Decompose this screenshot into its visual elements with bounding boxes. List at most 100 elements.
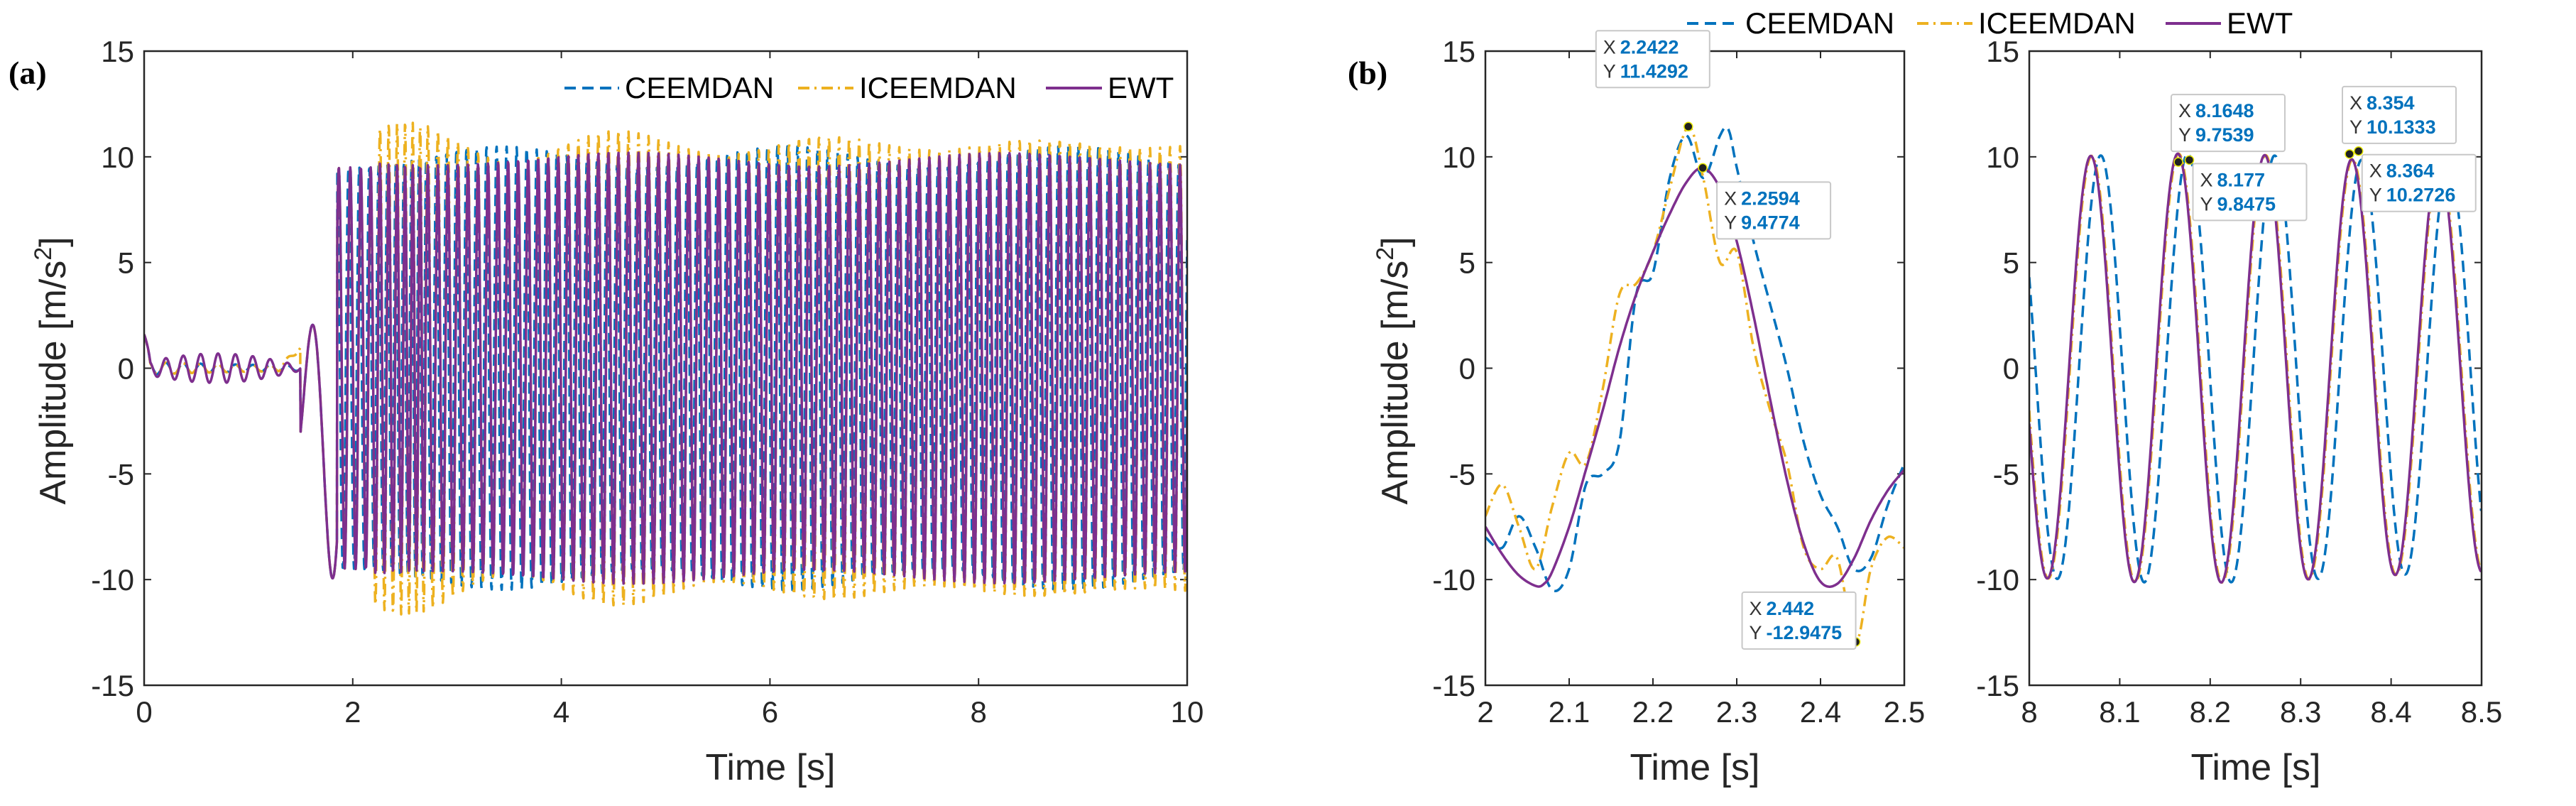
datatip-x-value-b1: 2.442 <box>1767 598 1815 619</box>
datatip-x-label-b2: X <box>2200 169 2212 190</box>
datatip-y-label-b2: Y <box>2200 193 2212 214</box>
x-tick-label-a: 2 <box>344 695 361 729</box>
x-tick-label-b2: 8 <box>2021 695 2037 729</box>
datatip-box-b2 <box>2192 163 2308 222</box>
series-ewt-b1 <box>1485 166 1904 588</box>
datatip-y-label-b2: Y <box>2349 116 2362 138</box>
y-tick-label-b2: 15 <box>1986 35 2019 68</box>
datatip-x-label-b1: X <box>1724 187 1737 209</box>
panel-label-b: (b) <box>1348 55 1387 91</box>
x-tick-label-a: 8 <box>971 695 987 729</box>
y-tick-label-b2: -15 <box>1976 669 2019 702</box>
y-tick-label-a: -10 <box>91 563 134 597</box>
lines-a <box>144 121 1187 616</box>
lines-b1 <box>1485 125 1904 643</box>
x-tick-label-b1: 2.4 <box>1800 695 1841 729</box>
datatip-x-label-b1: X <box>1603 36 1616 58</box>
datatip-marker-b1 <box>1698 163 1708 173</box>
y-tick-label-b1: 0 <box>1459 352 1475 386</box>
legend-b-iceemdan-label: ICEEMDAN <box>1978 6 2136 40</box>
y-tick-label-a: -15 <box>91 669 134 702</box>
datatip-box-b2 <box>2170 94 2286 153</box>
legend-a-ceemdan-label: CEEMDAN <box>625 71 774 104</box>
datatip-y-label-b1: Y <box>1750 622 1762 643</box>
datatip-y-label-b2: Y <box>2178 124 2191 146</box>
datatip-y-value-b2: 9.8475 <box>2217 193 2276 214</box>
x-tick-label-b1: 2.5 <box>1884 695 1925 729</box>
datatip-x-value-b1: 2.2422 <box>1620 36 1679 58</box>
series-ceemdan-b2 <box>2029 152 2482 584</box>
plot-area-b1 <box>1485 51 1904 685</box>
x-tick-label-b1: 2 <box>1477 695 1493 729</box>
x-axis-label-b2: Time [s] <box>2191 747 2321 788</box>
datatip-box-b2 <box>2361 153 2477 212</box>
y-tick-label-a: 10 <box>101 141 134 174</box>
x-tick-label-b2: 8.4 <box>2370 695 2411 729</box>
datatip-x-value-b2: 8.354 <box>2367 92 2415 114</box>
y-tick-label-a: -5 <box>108 457 134 491</box>
datatip-y-value-b1: -12.9475 <box>1767 622 1843 643</box>
y-tick-label-b2: 0 <box>2003 352 2019 386</box>
x-tick-label-a: 6 <box>762 695 778 729</box>
datatip-box-b1 <box>1595 30 1710 89</box>
panel-label-a: (a) <box>9 55 47 91</box>
y-tick-label-a: 15 <box>101 35 134 68</box>
datatip-x-value-b2: 8.364 <box>2386 160 2435 182</box>
datatip-y-label-b1: Y <box>1603 60 1616 82</box>
legend-a-ewt-label: EWT <box>1108 71 1174 104</box>
datatip-x-value-b2: 8.177 <box>2217 169 2265 190</box>
y-axis-label-b: Amplitude [m/s2] <box>1372 236 1416 504</box>
datatip-x-label-b2: X <box>2178 100 2191 121</box>
y-tick-label-a: 0 <box>118 352 134 386</box>
legend-a: CEEMDAN ICEEMDAN EWT <box>564 71 1174 104</box>
x-tick-label-a: 10 <box>1171 695 1204 729</box>
datatip-marker-b2 <box>2345 149 2354 159</box>
x-axis-label-b1: Time [s] <box>1630 747 1760 788</box>
x-tick-label-b2: 8.2 <box>2190 695 2231 729</box>
datatip-x-value-b1: 2.2594 <box>1741 187 1800 209</box>
datatip-y-label-b2: Y <box>2369 185 2382 206</box>
datatip-marker-b2 <box>2353 146 2364 156</box>
datatip-box-b2 <box>2341 85 2457 144</box>
datatip-box-b1 <box>1741 591 1857 650</box>
datatip-marker-b2 <box>2184 155 2195 165</box>
y-tick-label-b1: 5 <box>1459 246 1475 280</box>
y-tick-label-b1: 10 <box>1442 141 1475 174</box>
x-tick-label-b2: 8.3 <box>2280 695 2321 729</box>
datatip-y-value-b1: 11.4292 <box>1620 60 1688 82</box>
x-tick-label-a: 4 <box>553 695 569 729</box>
datatip-y-label-b1: Y <box>1724 212 1737 233</box>
x-tick-label-b2: 8.1 <box>2099 695 2140 729</box>
datatip-y-value-b2: 9.7539 <box>2195 124 2254 146</box>
series-iceemdan-b1 <box>1485 125 1904 643</box>
axes-frame-a <box>143 50 1189 687</box>
axes-frame-b2 <box>2028 50 2483 687</box>
x-tick-label-b2: 8.5 <box>2461 695 2502 729</box>
legend-b: CEEMDAN ICEEMDAN EWT <box>1687 6 2293 40</box>
y-tick-label-b1: -15 <box>1432 669 1475 702</box>
datatip-x-label-b2: X <box>2349 92 2362 114</box>
series-ewt-a <box>144 151 1187 585</box>
datatip-y-value-b1: 9.4774 <box>1741 212 1800 233</box>
datatip-marker-b2 <box>2173 157 2183 167</box>
x-tick-label-b1: 2.3 <box>1716 695 1757 729</box>
datatip-y-value-b2: 10.1333 <box>2367 116 2436 138</box>
datatip-x-label-b2: X <box>2369 160 2382 182</box>
datatip-marker-b1 <box>1683 121 1693 132</box>
y-tick-label-b1: -5 <box>1449 457 1475 491</box>
y-tick-label-b1: -10 <box>1432 563 1475 597</box>
x-tick-label-a: 0 <box>136 695 152 729</box>
legend-b-ewt-label: EWT <box>2227 6 2293 40</box>
legend-a-iceemdan-label: ICEEMDAN <box>859 71 1017 104</box>
legend-b-ceemdan-label: CEEMDAN <box>1745 6 1894 40</box>
y-tick-label-b1: 15 <box>1442 35 1475 68</box>
x-tick-label-b1: 2.2 <box>1632 695 1674 729</box>
datatip-y-value-b2: 10.2726 <box>2386 185 2456 206</box>
x-tick-label-b1: 2.1 <box>1549 695 1590 729</box>
datatip-box-b1 <box>1716 181 1832 240</box>
y-tick-label-b2: 10 <box>1986 141 2019 174</box>
x-axis-label-a: Time [s] <box>706 747 836 788</box>
